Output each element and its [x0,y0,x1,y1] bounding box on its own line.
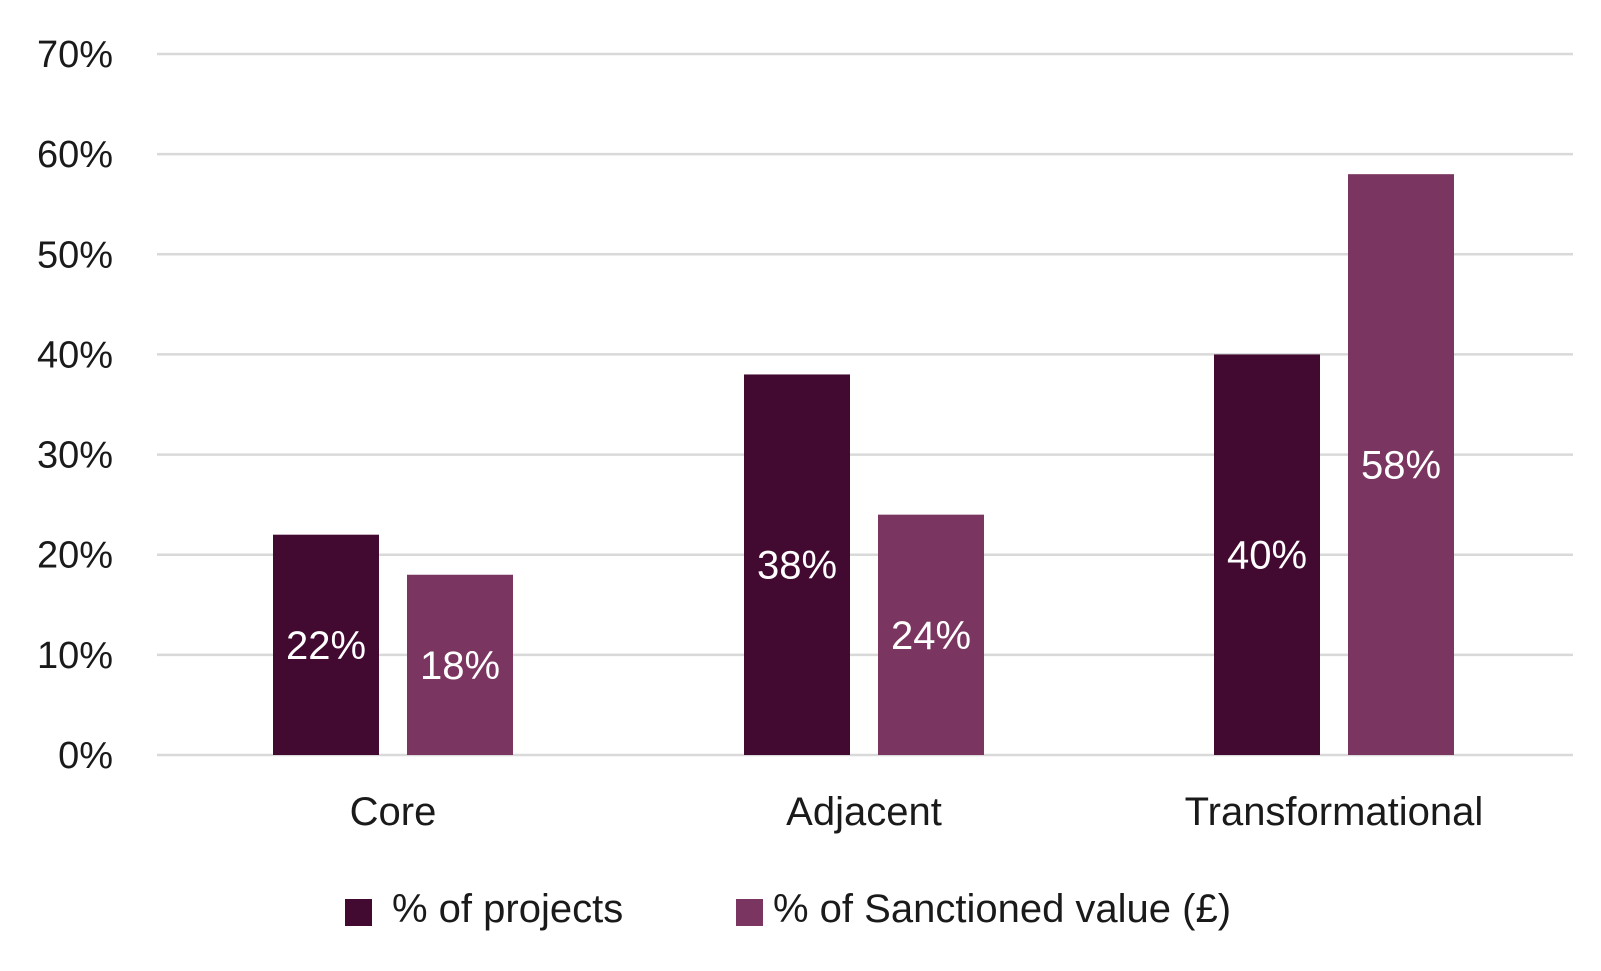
data-label: 24% [891,614,971,658]
data-label: 40% [1227,534,1307,578]
bar [878,514,984,755]
x-tick-label: Transformational [1185,790,1484,834]
bars [273,174,1454,755]
gridlines [157,52,1573,757]
legend: % of projects % of Sanctioned value (£) [345,887,1231,931]
bar [744,374,850,755]
y-tick-label: 20% [37,535,113,577]
legend-swatch [345,899,372,926]
bar [1214,354,1320,755]
legend-label: % of projects [392,887,623,931]
y-tick-label: 40% [37,334,113,376]
y-tick-label: 70% [37,34,113,76]
x-axis-ticks: Core Adjacent Transformational [350,790,1484,834]
data-labels: 22% 18% 38% 24% 40% 58% [286,444,1441,688]
data-label: 22% [286,624,366,668]
bar [273,534,379,755]
y-tick-label: 10% [37,635,113,677]
y-tick-label: 60% [37,134,113,176]
x-tick-label: Adjacent [786,790,942,834]
legend-swatch [736,899,763,926]
data-label: 18% [420,644,500,688]
y-tick-label: 0% [58,735,113,777]
y-axis-ticks: 0% 10% 20% 30% 40% 50% 60% 70% [37,34,113,777]
legend-label: % of Sanctioned value (£) [773,887,1231,931]
y-tick-label: 50% [37,234,113,276]
bar [1348,174,1454,755]
x-tick-label: Core [350,790,437,834]
y-tick-label: 30% [37,435,113,477]
data-label: 38% [757,544,837,588]
data-label: 58% [1361,444,1441,488]
bar [407,574,513,755]
